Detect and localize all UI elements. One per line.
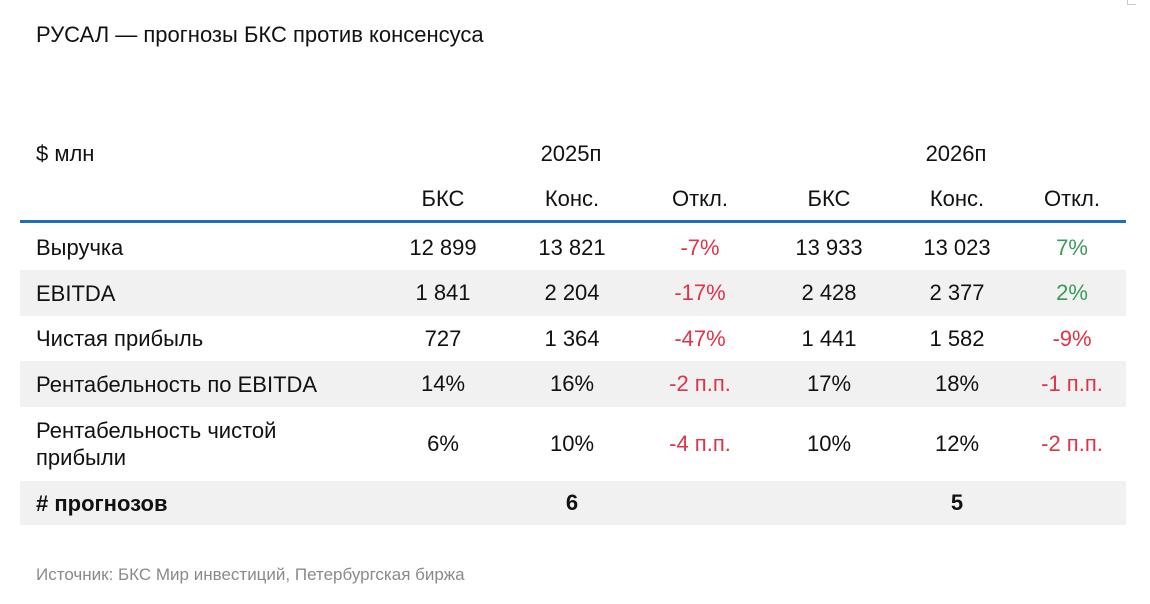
value-cell: 2 204 <box>544 280 600 305</box>
col-header-cons-2025: Конс. <box>544 186 600 211</box>
deviation-cell: 2% <box>1056 280 1088 305</box>
row-label: # прогнозов <box>36 490 168 516</box>
value-cell: 12 899 <box>409 234 477 260</box>
row-label: Чистая прибыль <box>36 326 204 351</box>
deviation-cell: -17% <box>674 280 726 305</box>
value-cell: 2 377 <box>929 280 985 305</box>
table-row: Рентабельность чистой прибыли 6% 10% -4 … <box>20 407 1126 481</box>
value-cell: 17% <box>806 371 852 396</box>
value-cell: 1 841 <box>415 280 471 305</box>
value-cell: 6% <box>427 431 459 456</box>
deviation-cell: -2 п.п. <box>1041 431 1103 456</box>
deviation-cell: 7% <box>1056 234 1088 260</box>
value-cell: 10% <box>806 431 852 456</box>
value-cell: 13 933 <box>795 234 863 260</box>
row-label: Выручка <box>36 235 124 260</box>
value-cell: 13 023 <box>923 234 991 260</box>
col-header-dev-2026: Откл. <box>1043 186 1100 211</box>
deviation-cell: -9% <box>1052 325 1092 351</box>
year-header-2025: 2025п <box>540 141 602 166</box>
col-header-dev-2025: Откл. <box>671 186 728 211</box>
unit-label: $ млн <box>36 141 95 166</box>
value-cell: 1 582 <box>929 325 985 351</box>
col-header-cons-2026: Конс. <box>929 186 985 211</box>
forecast-count-2026: 5 <box>950 490 964 515</box>
deviation-cell: -4 п.п. <box>669 431 731 456</box>
value-cell: 13 821 <box>538 234 606 260</box>
table-row: Рентабельность по EBITDA 14% 16% -2 п.п.… <box>20 361 1126 407</box>
value-cell: 2 428 <box>801 280 857 305</box>
forecast-count-row: # прогнозов 6 5 <box>20 481 1126 525</box>
row-label: Рентабельность по EBITDA <box>36 371 318 397</box>
col-header-bks-2026: БКС <box>807 186 851 211</box>
source-note: Источник: БКС Мир инвестиций, Петербургс… <box>36 565 465 584</box>
deviation-cell: -47% <box>674 325 726 351</box>
header-divider <box>20 220 1126 223</box>
value-cell: 727 <box>424 325 462 351</box>
value-cell: 18% <box>934 371 980 396</box>
deviation-cell: -7% <box>680 234 720 260</box>
value-cell: 12% <box>934 431 980 456</box>
deviation-cell: -1 п.п. <box>1041 371 1103 396</box>
value-cell: 14% <box>420 371 466 396</box>
row-label: Рентабельность чистой прибыли <box>36 418 277 470</box>
row-label: EBITDA <box>36 280 116 306</box>
table-row: Чистая прибыль 727 1 364 -47% 1 441 1 58… <box>20 316 1126 361</box>
corner-marker <box>1127 0 1136 5</box>
col-header-bks-2025: БКС <box>421 186 465 211</box>
forecast-table: Выручка 12 899 13 821 -7% 13 933 13 023 … <box>20 225 1126 525</box>
table-row: Выручка 12 899 13 821 -7% 13 933 13 023 … <box>20 225 1126 270</box>
value-cell: 1 441 <box>801 325 857 351</box>
value-cell: 16% <box>549 371 595 396</box>
value-cell: 10% <box>549 431 595 456</box>
table-title: РУСАЛ — прогнозы БКС против консенсуса <box>36 22 484 47</box>
year-header-2026: 2026п <box>925 141 987 166</box>
forecast-count-2025: 6 <box>565 490 579 515</box>
deviation-cell: -2 п.п. <box>669 371 731 396</box>
table-row: EBITDA 1 841 2 204 -17% 2 428 2 377 2% <box>20 270 1126 316</box>
value-cell: 1 364 <box>544 325 600 351</box>
